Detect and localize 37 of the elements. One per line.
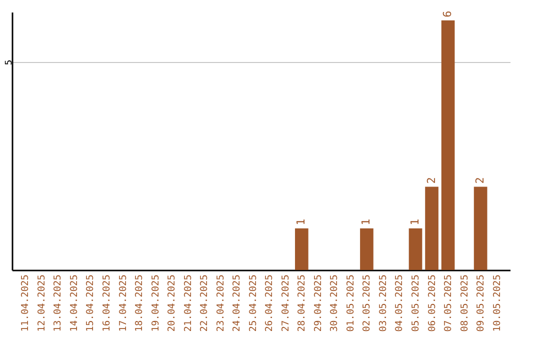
- x-tick-label: 12.04.2025: [36, 274, 48, 332]
- x-tick-label: 23.04.2025: [215, 274, 226, 332]
- x-tick-label: 05.05.2025: [410, 274, 422, 332]
- x-tick-label: 15.04.2025: [85, 274, 96, 332]
- x-tick-label: 01.05.2025: [345, 274, 356, 332]
- x-tick-label: 18.04.2025: [134, 274, 146, 332]
- data-label: 2: [474, 177, 487, 184]
- x-tick-label: 10.05.2025: [492, 274, 503, 332]
- x-tick-label: 16.04.2025: [101, 274, 112, 332]
- x-tick-label: 26.04.2025: [264, 274, 276, 332]
- x-tick-label: 14.04.2025: [68, 274, 80, 332]
- x-tick-label: 19.04.2025: [150, 274, 162, 332]
- x-tick-label: 07.05.2025: [443, 274, 454, 332]
- x-tick-label: 03.05.2025: [378, 274, 389, 332]
- x-tick-label: 27.04.2025: [280, 274, 292, 332]
- data-label: 1: [360, 218, 373, 226]
- data-label: 6: [441, 10, 454, 18]
- data-label: 2: [424, 177, 438, 184]
- x-tick-label: 25.04.2025: [248, 274, 259, 332]
- x-tick-label: 29.04.2025: [312, 274, 324, 332]
- x-tick-label: 21.04.2025: [182, 274, 194, 332]
- x-tick-label: 02.05.2025: [362, 274, 373, 332]
- x-tick-label: 28.04.2025: [296, 274, 308, 332]
- x-tick-label: 17.04.2025: [118, 274, 129, 332]
- data-label: 1: [294, 218, 308, 226]
- x-tick-label: 24.04.2025: [232, 274, 243, 332]
- x-tick-label: 04.05.2025: [394, 274, 406, 332]
- x-tick-label: 06.05.2025: [426, 274, 438, 332]
- x-tick-label: 11.04.2025: [20, 274, 32, 332]
- x-tick-label: 30.04.2025: [329, 274, 340, 332]
- x-tick-label: 22.04.2025: [199, 274, 210, 332]
- x-tick-label: 09.05.2025: [476, 274, 487, 332]
- data-label: 1: [408, 218, 422, 226]
- x-tick-label: 20.04.2025: [166, 274, 178, 332]
- x-tick-label: 08.05.2025: [459, 274, 470, 332]
- x-tick-label: 13.04.2025: [52, 274, 64, 332]
- y-tick-label: 5: [4, 60, 14, 66]
